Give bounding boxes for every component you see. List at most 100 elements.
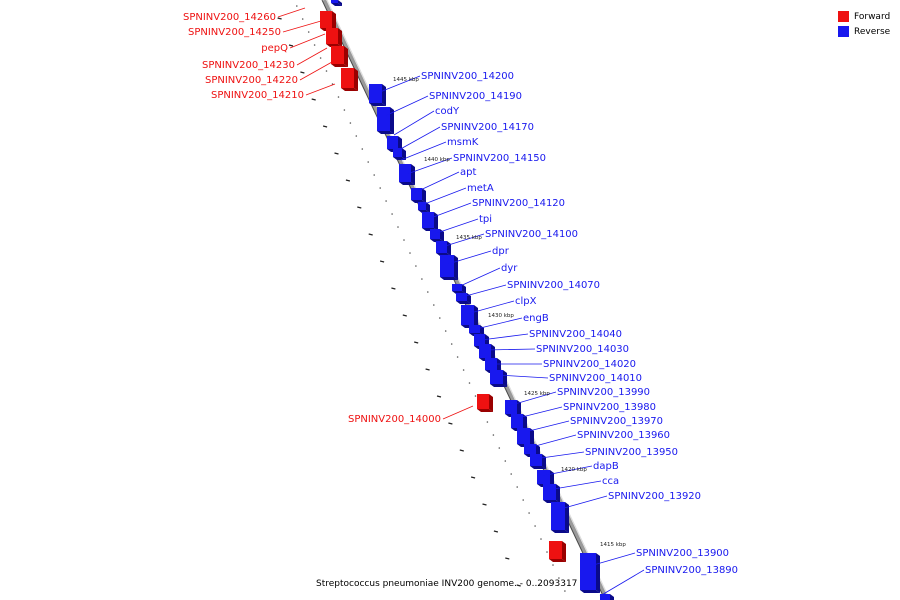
gene-label-spninv200-14250: SPNINV200_14250: [188, 27, 281, 38]
reverse-gene-15-side: [474, 305, 478, 328]
reverse-gene-8: [418, 202, 430, 213]
reverse-gene-13-side: [462, 284, 466, 294]
gene-label-dpr: dpr: [492, 246, 510, 257]
forward-gene-4-bottom: [341, 88, 358, 91]
gene-label-dyr: dyr: [501, 263, 518, 274]
leader-spninv200-13920: [556, 495, 608, 511]
leader-dpr: [447, 250, 492, 265]
decor-dot: [385, 200, 387, 202]
decor-dot: [296, 5, 298, 7]
gene-label-cca: cca: [602, 476, 619, 487]
decor-dot: [337, 96, 340, 98]
reverse-gene-26-face: [537, 470, 550, 484]
gene-label-apt: apt: [460, 167, 476, 178]
reverse-gene-2-bottom: [369, 103, 386, 106]
decor-dot: [498, 447, 501, 449]
gene-label-spninv200-13970: SPNINV200_13970: [570, 416, 663, 427]
reverse-gene-12: [440, 255, 458, 280]
forward-gene-6: [549, 541, 566, 562]
decor-dot: [313, 44, 316, 46]
reverse-gene-5: [393, 148, 406, 160]
gene-label-spninv200-14070: SPNINV200_14070: [507, 280, 600, 291]
reverse-swatch: [838, 26, 849, 37]
reverse-gene-1-face: [331, 0, 338, 3]
decor-dot: [397, 226, 399, 228]
decor-dash: [357, 206, 362, 209]
gene-label-spninv200-13900: SPNINV200_13900: [636, 548, 729, 559]
decor-dot: [468, 382, 471, 384]
forward-gene-5-bottom: [477, 409, 493, 412]
legend-reverse: Reverse: [838, 24, 890, 39]
reverse-gene-25-bottom: [530, 466, 546, 469]
leader-dapb: [540, 465, 593, 477]
gene-label-spninv200-14200: SPNINV200_14200: [421, 71, 514, 82]
reverse-gene-30: [600, 594, 614, 600]
decor-dot: [439, 317, 441, 319]
decor-dash: [311, 98, 316, 101]
decor-dot: [307, 31, 310, 33]
reverse-gene-27: [543, 484, 560, 503]
decor-dash: [425, 368, 430, 371]
gene-label-spninv200-13990: SPNINV200_13990: [557, 387, 650, 398]
gene-label-meta: metA: [467, 183, 494, 194]
reverse-gene-18-side: [491, 344, 495, 361]
gene-label-spninv200-13960: SPNINV200_13960: [577, 430, 670, 441]
leader-spninv200-14190: [384, 95, 429, 117]
reverse-gene-8-side: [426, 202, 430, 213]
reverse-gene-30-face: [600, 594, 610, 600]
gene-label-spninv200-14000: SPNINV200_14000: [348, 414, 441, 425]
reverse-gene-2-face: [369, 84, 382, 103]
leader-spninv200-14150: [406, 157, 453, 175]
gene-label-spninv200-14230: SPNINV200_14230: [202, 60, 295, 71]
forward-gene-3-side: [344, 46, 348, 67]
decor-dot: [325, 70, 328, 72]
decor-dot: [373, 174, 376, 176]
leader-engb: [475, 317, 523, 330]
decor-dot: [355, 135, 358, 137]
reverse-gene-7: [411, 188, 426, 203]
leader-dyr: [457, 267, 501, 288]
forward-gene-2-face: [326, 28, 338, 44]
reverse-gene-29-bottom: [580, 590, 600, 593]
decor-dot: [403, 239, 405, 241]
decor-dot: [486, 421, 489, 423]
decor-dash: [277, 17, 282, 20]
decor-dot: [558, 577, 560, 579]
tick-label-1440-kbp: 1440 kbp: [424, 157, 450, 163]
decor-dash: [436, 395, 442, 398]
leader-spninv200-13980: [513, 406, 563, 420]
leader-spninv200-14030: [485, 348, 536, 351]
leader-spninv200-13890: [599, 569, 645, 597]
decor-dash: [334, 152, 339, 155]
decor-dot: [564, 590, 566, 592]
reverse-gene-2-side: [382, 84, 386, 106]
gene-label-spninv200-14010: SPNINV200_14010: [549, 373, 642, 384]
gene-label-pepq: pepQ: [261, 43, 288, 54]
reverse-gene-29: [580, 553, 600, 593]
reverse-gene-9: [422, 212, 438, 231]
decor-dot: [409, 252, 411, 254]
decor-dot: [421, 278, 423, 280]
reverse-gene-11-face: [436, 241, 447, 253]
gene-label-spninv200-14040: SPNINV200_14040: [529, 329, 622, 340]
reverse-gene-5-face: [393, 148, 402, 157]
tick-label-1415-kbp: 1415 kbp: [600, 542, 626, 548]
reverse-gene-29-face: [580, 553, 596, 590]
reverse-gene-3: [377, 107, 394, 134]
leader-tpi: [433, 218, 479, 235]
decor-dash: [516, 584, 521, 587]
reverse-gene-16-face: [469, 325, 480, 333]
decor-dash: [505, 557, 510, 560]
decor-dot: [528, 512, 530, 514]
leader-spninv200-14010: [497, 374, 549, 379]
reverse-gene-15: [461, 305, 478, 328]
reverse-gene-11: [436, 241, 451, 256]
reverse-gene-5-side: [402, 148, 406, 160]
reverse-gene-2: [369, 84, 386, 106]
forward-gene-5: [477, 394, 493, 412]
gene-label-spninv200-14210: SPNINV200_14210: [211, 90, 304, 101]
leader-spninv200-14250: [282, 20, 322, 33]
forward-gene-2: [326, 28, 342, 47]
forward-gene-3-face: [331, 46, 344, 64]
